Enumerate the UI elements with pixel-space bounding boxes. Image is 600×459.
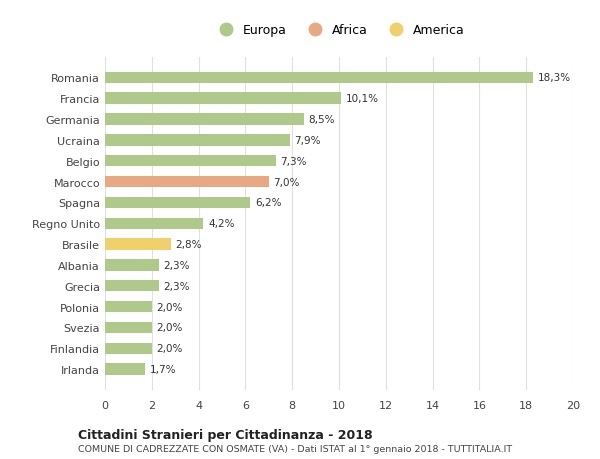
Text: 2,3%: 2,3%	[163, 281, 190, 291]
Text: 1,7%: 1,7%	[149, 364, 176, 374]
Text: 2,0%: 2,0%	[157, 323, 183, 333]
Bar	[105, 93, 341, 105]
Bar	[105, 135, 290, 146]
Text: 7,3%: 7,3%	[281, 157, 307, 166]
Bar	[105, 73, 533, 84]
Bar	[105, 114, 304, 125]
Bar	[105, 301, 152, 313]
Text: COMUNE DI CADREZZATE CON OSMATE (VA) - Dati ISTAT al 1° gennaio 2018 - TUTTITALI: COMUNE DI CADREZZATE CON OSMATE (VA) - D…	[78, 444, 512, 453]
Bar	[105, 322, 152, 333]
Text: 2,0%: 2,0%	[157, 302, 183, 312]
Bar	[105, 364, 145, 375]
Bar	[105, 156, 276, 167]
Text: 2,8%: 2,8%	[175, 240, 202, 250]
Text: 2,0%: 2,0%	[157, 343, 183, 353]
Legend: Europa, Africa, America: Europa, Africa, America	[209, 20, 469, 41]
Text: 8,5%: 8,5%	[308, 115, 335, 125]
Text: 7,9%: 7,9%	[295, 135, 321, 146]
Text: 7,0%: 7,0%	[274, 177, 300, 187]
Text: 6,2%: 6,2%	[255, 198, 281, 208]
Bar	[105, 343, 152, 354]
Text: Cittadini Stranieri per Cittadinanza - 2018: Cittadini Stranieri per Cittadinanza - 2…	[78, 428, 373, 441]
Bar	[105, 280, 159, 292]
Bar	[105, 260, 159, 271]
Bar	[105, 197, 250, 209]
Text: 10,1%: 10,1%	[346, 94, 379, 104]
Bar	[105, 218, 203, 230]
Bar	[105, 176, 269, 188]
Bar	[105, 239, 170, 250]
Text: 2,3%: 2,3%	[163, 260, 190, 270]
Text: 18,3%: 18,3%	[538, 73, 571, 83]
Text: 4,2%: 4,2%	[208, 219, 235, 229]
